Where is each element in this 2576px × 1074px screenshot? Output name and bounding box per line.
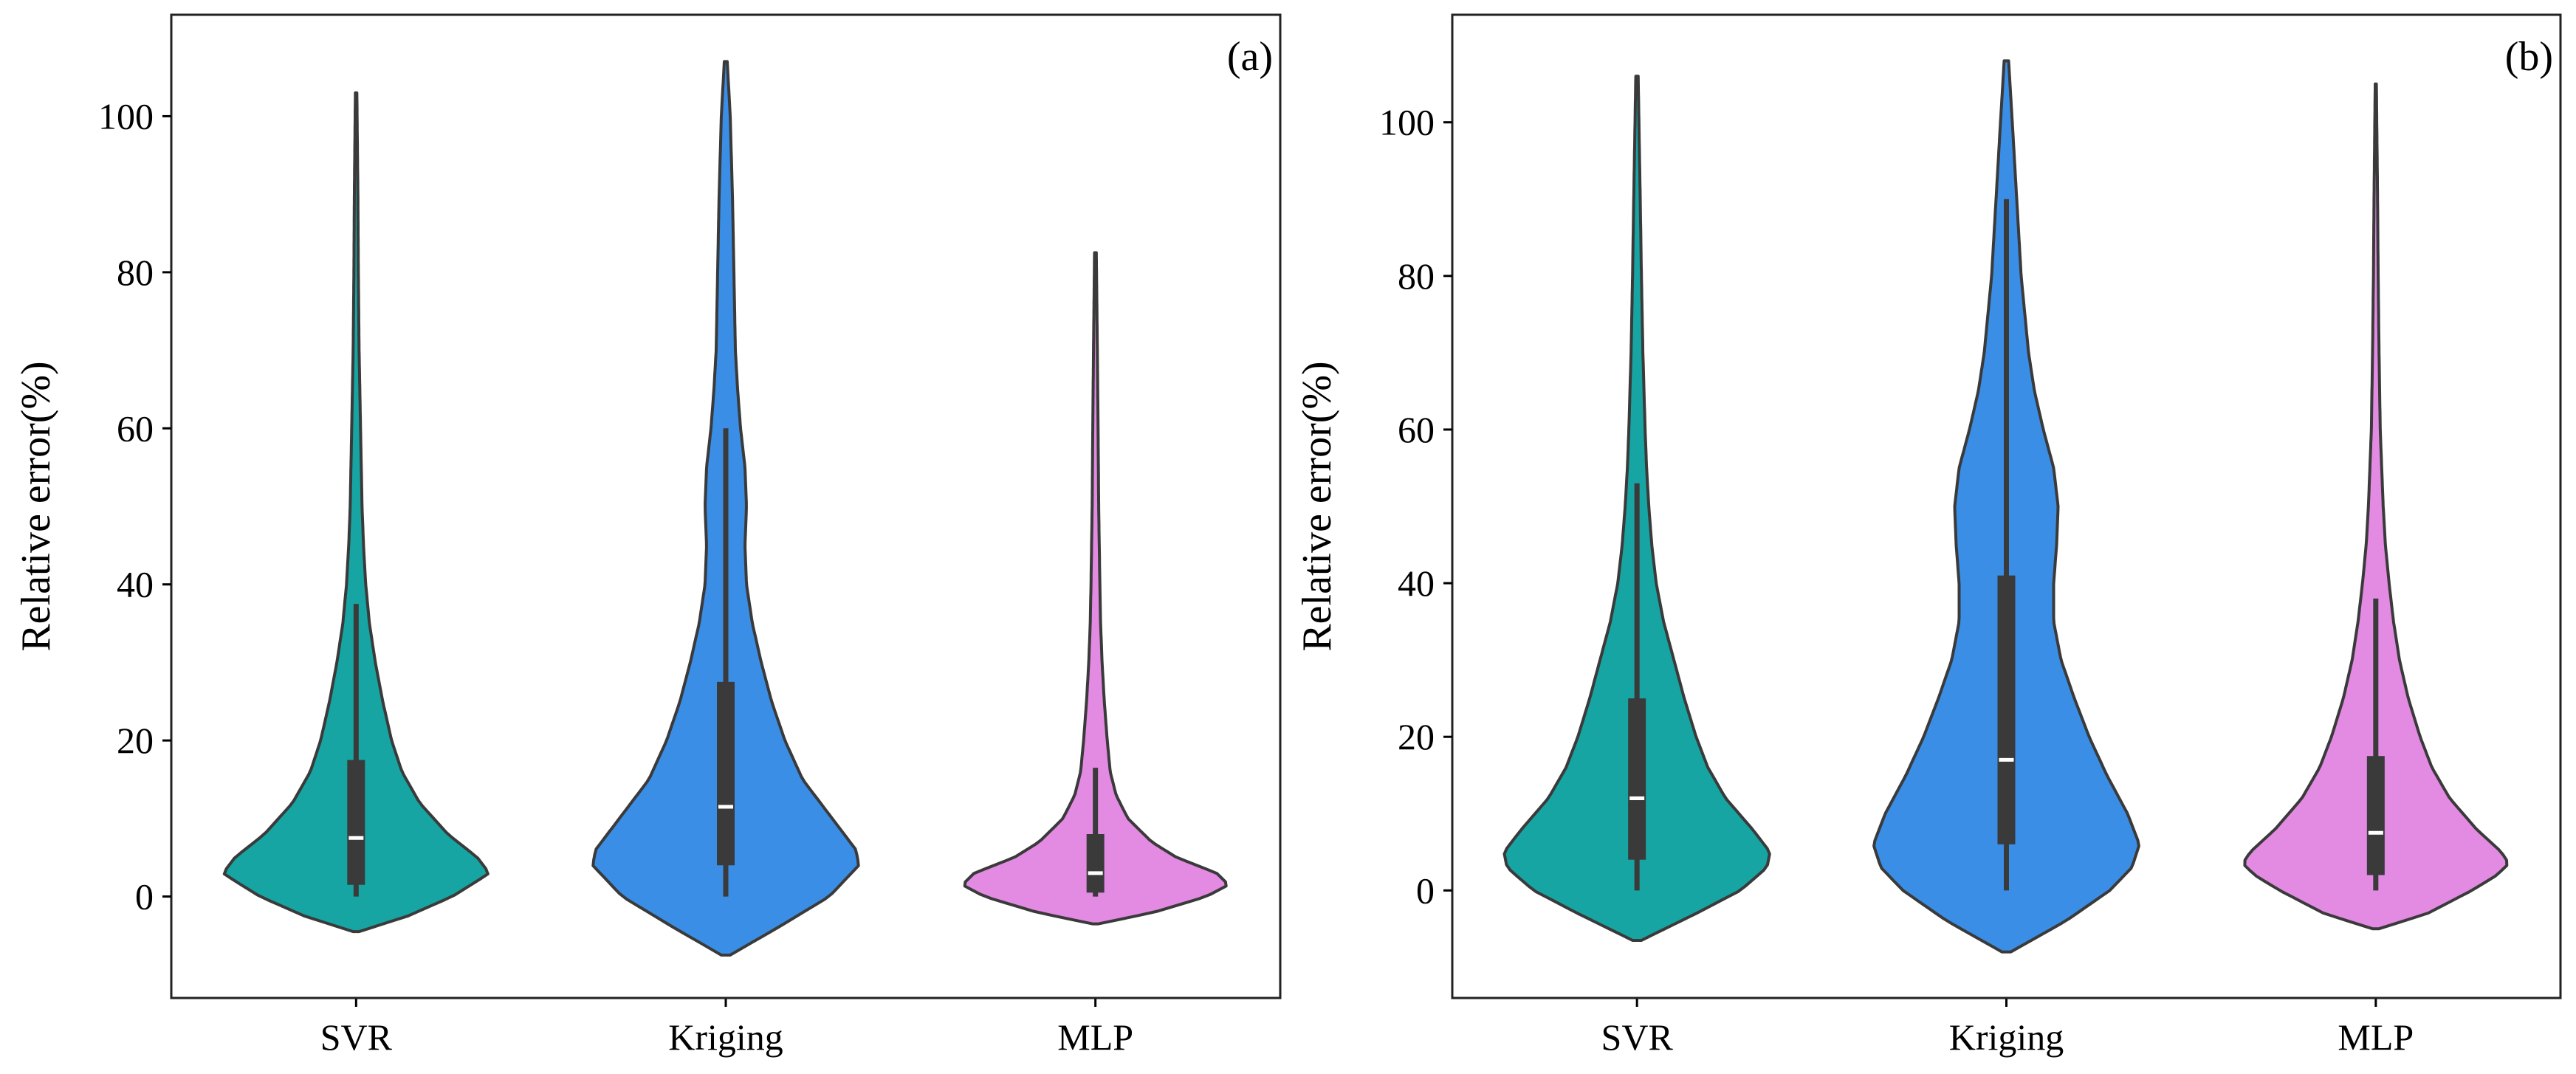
panel-label: (a): [1227, 34, 1273, 80]
violin-mlp: [963, 251, 1228, 926]
y-axis-title: Relative error(%): [1294, 361, 1340, 651]
x-tick-label: Kriging: [668, 1016, 783, 1058]
y-tick-label: 100: [98, 95, 154, 137]
x-tick-label: MLP: [1057, 1016, 1133, 1058]
y-tick-label: 40: [1398, 562, 1435, 604]
y-tick-label: 60: [117, 407, 154, 449]
chart-panel-a: SVR Kriging MLP 0 20 40 60 80 100 Relative error(…: [13, 13, 1282, 1058]
violin-mlp: [2243, 82, 2509, 931]
iqr-box-svr: [1628, 698, 1646, 860]
x-tick-label: SVR: [320, 1016, 393, 1058]
violin-svr: [222, 91, 490, 934]
y-tick-label: 20: [1398, 716, 1435, 757]
y-tick-label: 40: [117, 564, 154, 605]
y-tick-label: 20: [117, 720, 154, 761]
iqr-box-kriging: [717, 681, 735, 866]
y-tick-label: 60: [1398, 409, 1435, 450]
iqr-box-kriging: [1997, 575, 2016, 844]
y-tick-label: 0: [135, 876, 154, 918]
y-tick-label: 100: [1379, 102, 1435, 143]
plot-frame: [170, 13, 1282, 999]
y-axis-title: Relative error(%): [13, 361, 59, 651]
chart-panel-b: SVR Kriging MLP 0 20 40 60 80 100 Relative error(…: [1294, 13, 2562, 1058]
x-tick-label: MLP: [2338, 1016, 2414, 1058]
plot-frame: [1451, 13, 2562, 999]
y-tick-label: 0: [1416, 870, 1435, 911]
y-tick-label: 80: [117, 252, 154, 293]
x-tick-label: Kriging: [1949, 1016, 2064, 1058]
iqr-box-mlp: [1086, 834, 1105, 893]
panel-label: (b): [2505, 34, 2553, 80]
iqr-box-svr: [347, 760, 365, 885]
x-tick-label: SVR: [1601, 1016, 1674, 1058]
iqr-box-mlp: [2366, 756, 2385, 875]
y-tick-label: 80: [1398, 255, 1435, 297]
